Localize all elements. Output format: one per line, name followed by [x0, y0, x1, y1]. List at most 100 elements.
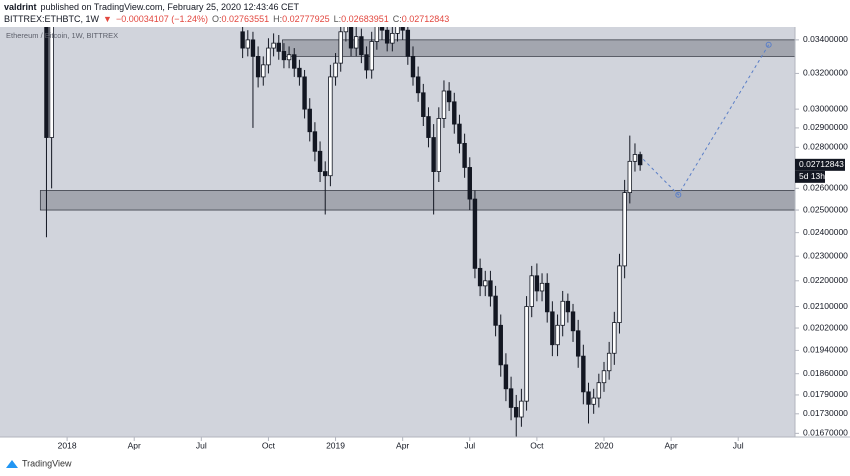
candle-body — [353, 36, 359, 49]
candle-body — [488, 280, 493, 297]
candle-body — [452, 101, 457, 125]
y-tick-label: 0.02300000 — [803, 250, 848, 260]
candle-body — [586, 391, 591, 405]
candle-body — [395, 27, 400, 34]
candle-body — [498, 324, 503, 366]
y-tick-label: 0.02200000 — [803, 275, 848, 285]
candle-body — [400, 27, 405, 31]
candle-body — [379, 27, 385, 31]
candle-body — [317, 150, 323, 172]
y-tick-label: 0.03000000 — [803, 103, 848, 113]
candle-body — [637, 154, 643, 166]
candle-body — [261, 64, 266, 78]
ohlc-value: 0.02683951 — [341, 14, 389, 24]
candle-body — [606, 352, 612, 372]
candle-body — [529, 275, 534, 307]
candle-body — [328, 76, 333, 177]
candle-body — [323, 171, 328, 177]
candle-body — [596, 382, 602, 399]
candle-body — [493, 295, 498, 326]
x-tick-label: Oct — [262, 440, 276, 450]
watermark: Ethereum / Bitcoin, 1W, BITTREX — [6, 31, 118, 40]
candle-body — [627, 160, 633, 194]
candle-body — [364, 54, 369, 71]
candle-body — [565, 300, 571, 313]
ohlc-item: C:0.02712843 — [393, 13, 450, 25]
candle-body — [581, 355, 586, 393]
candle-body — [441, 90, 447, 119]
candle-body — [570, 311, 576, 332]
last-price-tag — [795, 158, 845, 171]
y-tick-label: 0.02020000 — [803, 322, 848, 332]
ohlc-label: C: — [392, 14, 402, 24]
candle-body — [519, 400, 524, 418]
candle-body — [333, 62, 338, 78]
candle-body — [255, 55, 261, 78]
change: −0.00034107 (−1.24%) — [115, 14, 209, 24]
candle-body — [271, 42, 276, 49]
ohlc-value: 0.02763551 — [221, 14, 270, 24]
y-tick-label: 0.01790000 — [803, 389, 848, 399]
candle-body — [534, 275, 540, 292]
change-arrow: ▼ — [103, 14, 112, 24]
candle-body — [622, 192, 627, 267]
x-tick-label: Jul — [733, 440, 744, 450]
candle-body — [49, 27, 54, 138]
x-tick-label: Apr — [128, 440, 141, 450]
candle-body — [338, 31, 343, 64]
ohlc-item: O:0.02763551 — [212, 13, 269, 25]
resistance-zone — [39, 190, 795, 211]
candle-body — [245, 39, 250, 49]
x-tick-label: Apr — [664, 440, 677, 450]
candle-body — [369, 41, 374, 71]
ohlc-label: L: — [333, 14, 342, 24]
candle-body — [524, 306, 529, 402]
y-tick-label: 0.01670000 — [803, 428, 848, 438]
candle-body — [281, 50, 287, 61]
candle-body — [240, 31, 245, 49]
candle-body — [508, 388, 514, 408]
candle-body — [617, 265, 622, 323]
candle-body — [307, 108, 312, 133]
y-tick-label: 0.02900000 — [803, 122, 848, 132]
y-tick-label: 0.01860000 — [803, 368, 848, 378]
countdown-label: 5d 13h — [799, 171, 825, 181]
footer-brand: TradingView — [22, 458, 72, 468]
candle-body — [421, 92, 426, 117]
candle-body — [410, 55, 416, 78]
candle-body — [575, 330, 581, 357]
candle-body — [431, 137, 436, 172]
candle-body — [276, 42, 281, 52]
plot-background — [0, 27, 795, 437]
y-tick-label: 0.02400000 — [803, 227, 848, 237]
x-tick-label: Apr — [396, 440, 409, 450]
y-tick-label: 0.03200000 — [803, 68, 848, 78]
last-price-label: 0.02712843 — [799, 159, 844, 169]
candle-body — [632, 154, 638, 162]
x-tick-label: Oct — [530, 440, 544, 450]
published: published on TradingView.com, February 2… — [40, 2, 300, 12]
candle-body — [44, 27, 49, 138]
candle-body — [359, 36, 364, 56]
y-tick-label: 0.02800000 — [803, 142, 848, 152]
candle-body — [415, 76, 421, 94]
x-tick-label: Jul — [196, 440, 207, 450]
author: valdrint — [4, 2, 37, 12]
candle-body — [472, 198, 478, 269]
resistance-zone — [282, 39, 795, 57]
y-tick-label: 0.02600000 — [803, 183, 848, 193]
y-tick-label: 0.01940000 — [803, 345, 848, 355]
x-tick-label: 2020 — [595, 440, 614, 450]
ohlc-label: O: — [212, 14, 222, 24]
candle-body — [539, 282, 545, 292]
candle-body — [560, 300, 565, 326]
candle-body — [477, 267, 483, 287]
y-tick-label: 0.03400000 — [803, 34, 848, 44]
candle-body — [601, 370, 607, 384]
candle-body — [302, 76, 307, 110]
candle-body — [343, 27, 349, 33]
countdown-tag — [795, 170, 825, 183]
candle-body — [462, 142, 467, 168]
